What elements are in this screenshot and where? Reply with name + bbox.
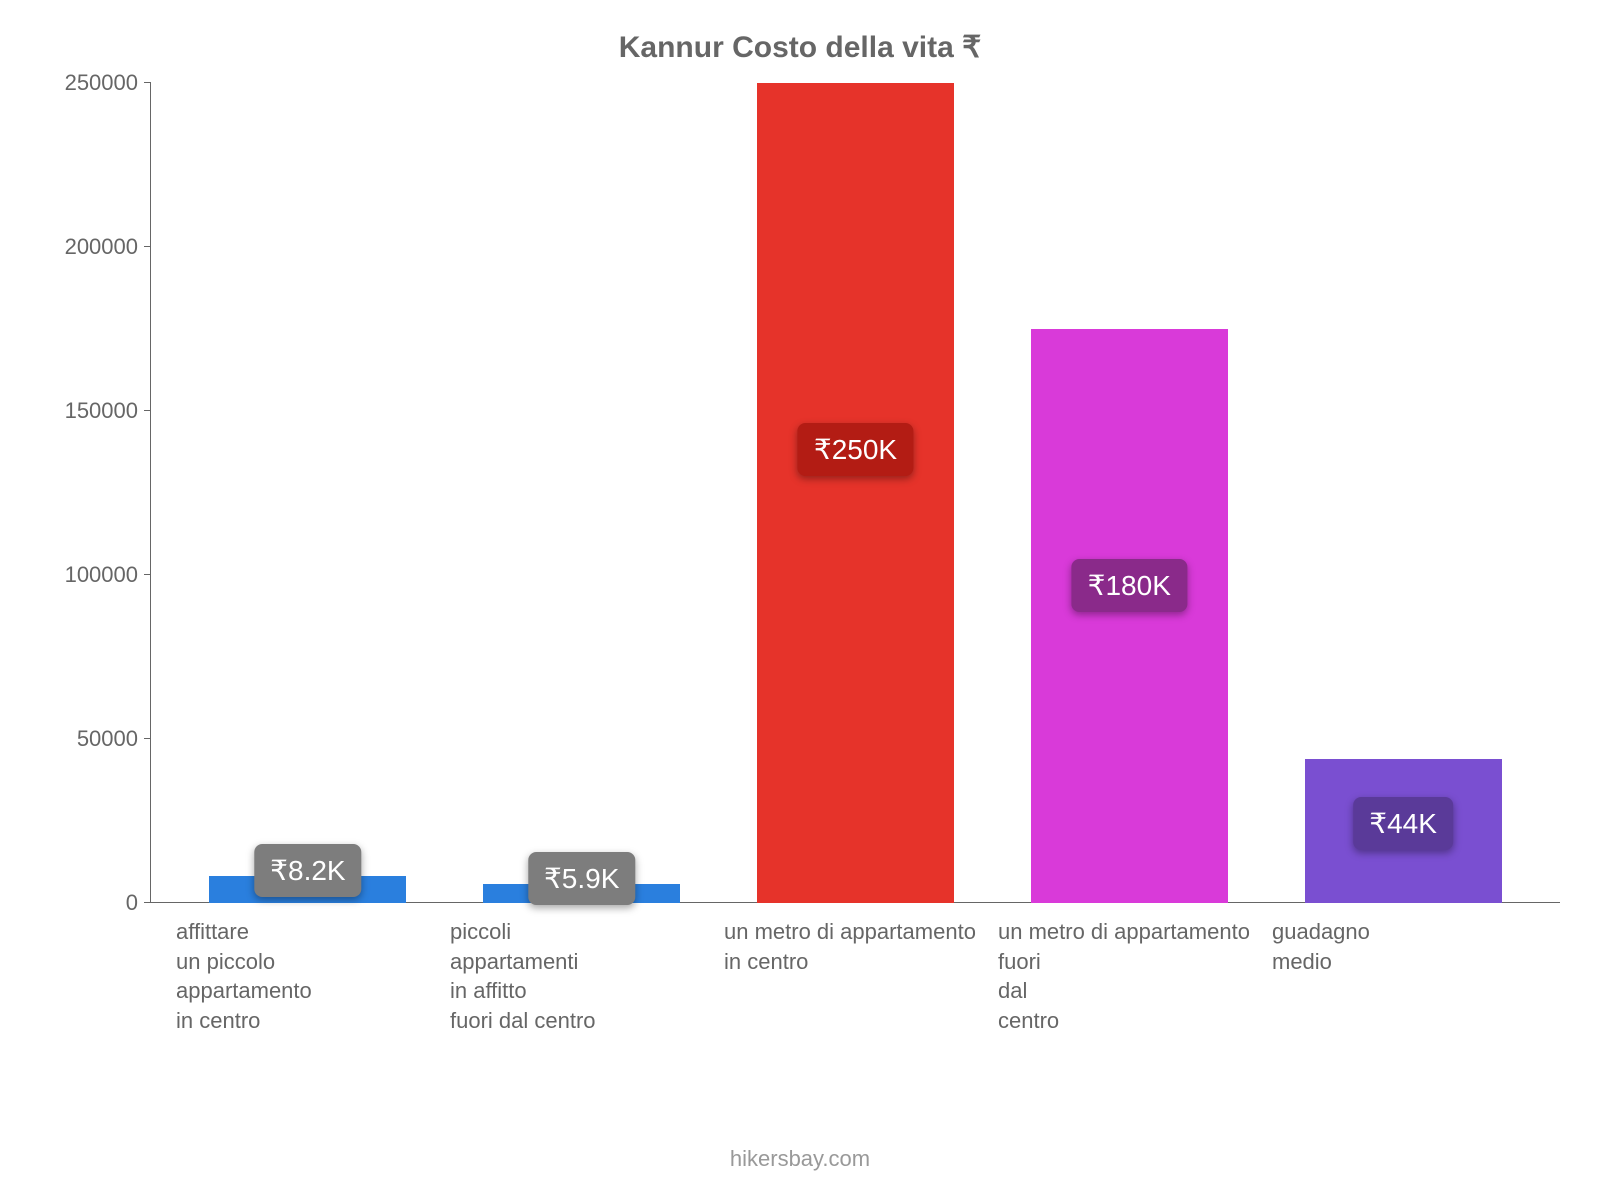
cost-of-living-chart: Kannur Costo della vita ₹ 0 50000 100000 15…	[0, 0, 1600, 1200]
plot-area: ₹8.2K ₹5.9K ₹250K ₹180K ₹44K	[150, 83, 1560, 903]
y-tick-mark	[144, 410, 151, 411]
bar: ₹180K	[1031, 329, 1228, 903]
plot-row: 050000100000150000200000250000 ₹8.2K₹5.9…	[40, 83, 1560, 903]
bar: ₹250K	[757, 83, 954, 903]
bar: ₹5.9K	[483, 884, 680, 903]
y-tick-mark	[144, 738, 151, 739]
x-axis-label: un metro di appartamento in centro	[718, 917, 992, 1036]
y-tick-label: 50000	[77, 726, 138, 752]
y-tick-mark	[144, 574, 151, 575]
x-axis-label: un metro di appartamento fuori dal centr…	[992, 917, 1266, 1036]
bar-slot: ₹180K	[992, 83, 1266, 903]
value-badge: ₹5.9K	[528, 852, 635, 905]
x-axis-label: affittare un piccolo appartamento in cen…	[170, 917, 444, 1036]
y-tick-mark	[144, 246, 151, 247]
y-tick-label: 200000	[65, 234, 138, 260]
y-axis: 050000100000150000200000250000	[40, 83, 150, 903]
value-badge: ₹44K	[1353, 797, 1453, 850]
y-tick-label: 100000	[65, 562, 138, 588]
y-tick-label: 250000	[65, 70, 138, 96]
bar-slot: ₹250K	[719, 83, 993, 903]
value-badge: ₹250K	[798, 423, 913, 476]
bar-slot: ₹8.2K	[171, 83, 445, 903]
y-tick-mark	[144, 902, 151, 903]
bar-slot: ₹5.9K	[445, 83, 719, 903]
chart-title: Kannur Costo della vita ₹	[40, 30, 1560, 65]
x-axis-label: piccoli appartamenti in affitto fuori da…	[444, 917, 718, 1036]
bar: ₹8.2K	[209, 876, 406, 903]
x-axis-label: guadagno medio	[1266, 917, 1540, 1036]
x-axis-labels: affittare un piccolo appartamento in cen…	[150, 903, 1560, 1036]
bar-slot: ₹44K	[1266, 83, 1540, 903]
y-tick-label: 0	[126, 890, 138, 916]
bar: ₹44K	[1305, 759, 1502, 903]
bars-container: ₹8.2K ₹5.9K ₹250K ₹180K ₹44K	[151, 83, 1560, 903]
value-badge: ₹180K	[1072, 559, 1187, 612]
y-tick-mark	[144, 82, 151, 83]
attribution: hikersbay.com	[0, 1146, 1600, 1172]
y-tick-label: 150000	[65, 398, 138, 424]
value-badge: ₹8.2K	[254, 844, 361, 897]
